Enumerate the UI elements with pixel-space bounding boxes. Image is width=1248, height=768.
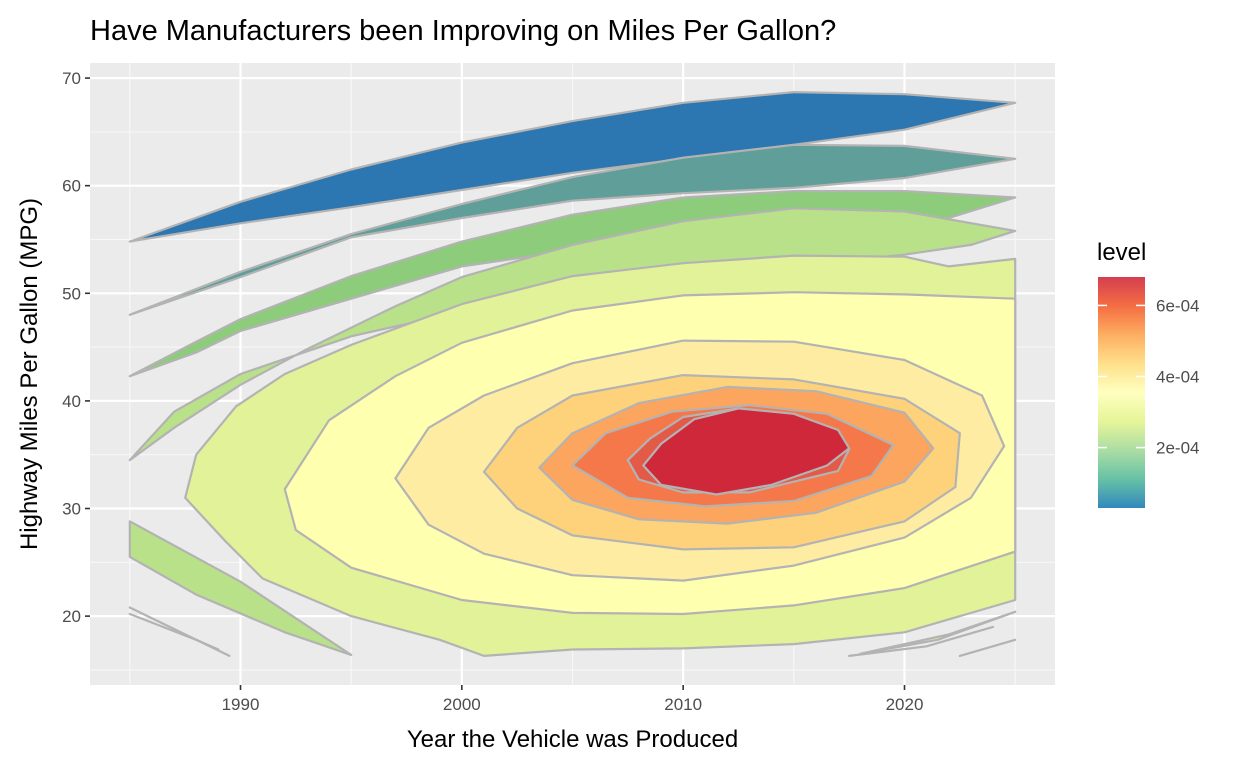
chart-title: Have Manufacturers been Improving on Mil… bbox=[90, 15, 836, 47]
x-tick-label: 2010 bbox=[664, 695, 702, 714]
contour-line-2 bbox=[848, 625, 995, 657]
contour-band-2 bbox=[128, 190, 1017, 378]
y-tick-label: 50 bbox=[62, 284, 81, 303]
legend-title: level bbox=[1097, 239, 1146, 266]
y-tick-label: 30 bbox=[62, 500, 81, 519]
y-tick-label: 70 bbox=[62, 69, 81, 88]
y-tick-label: 60 bbox=[62, 177, 81, 196]
contour-band-13 bbox=[642, 407, 851, 496]
legend: level 2e-04 4e-04 6e-04 bbox=[1097, 239, 1199, 508]
contour-band-6 bbox=[859, 610, 1017, 655]
contour-band-1 bbox=[128, 143, 1017, 316]
legend-tick-label: 4e-04 bbox=[1156, 368, 1199, 387]
y-tick-label: 20 bbox=[62, 607, 81, 626]
legend-tick-label: 2e-04 bbox=[1156, 439, 1199, 458]
contour-band-3 bbox=[128, 207, 1017, 462]
x-tick-label: 2000 bbox=[443, 695, 481, 714]
y-axis-label: Highway Miles Per Gallon (MPG) bbox=[16, 198, 43, 550]
legend-colorbar bbox=[1098, 277, 1145, 508]
contour-line-1 bbox=[128, 612, 220, 651]
x-tick-label: 2020 bbox=[886, 695, 924, 714]
contour-band-0 bbox=[128, 91, 1017, 243]
x-tick-label: 1990 bbox=[222, 695, 260, 714]
contour-bands bbox=[128, 91, 1017, 657]
legend-tick-label: 6e-04 bbox=[1156, 296, 1199, 315]
x-axis-label: Year the Vehicle was Produced bbox=[407, 726, 738, 753]
contour-line-3 bbox=[958, 638, 1017, 657]
contour-band-4 bbox=[128, 520, 353, 656]
y-tick-label: 40 bbox=[62, 392, 81, 411]
